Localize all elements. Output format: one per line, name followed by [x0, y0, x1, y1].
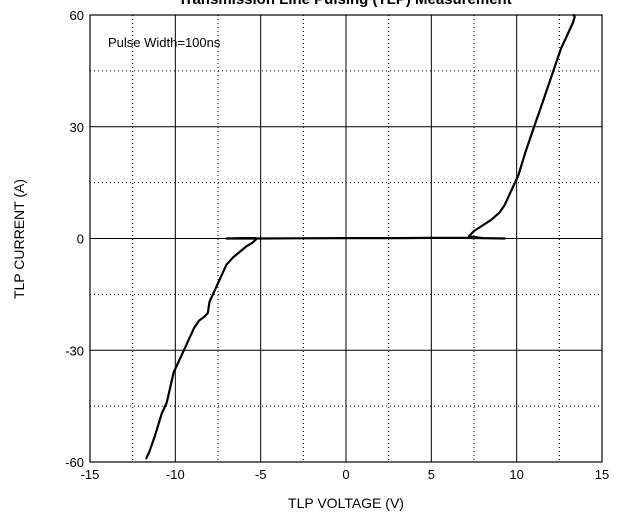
y-tick-label: 30	[70, 120, 84, 135]
y-tick-label: 0	[77, 232, 84, 247]
x-tick-label: 5	[428, 467, 435, 482]
y-tick-label: 60	[70, 8, 84, 23]
y-tick-label: -30	[65, 343, 84, 358]
x-tick-label: -10	[166, 467, 185, 482]
series-line-0	[145, 13, 576, 460]
tick-labels: -15 -10 -5 0 5 10 15 -60 -30 0 30 60	[65, 8, 609, 482]
annotation-pulse-width: Pulse Width=100ns	[108, 35, 221, 50]
x-tick-label: -15	[81, 467, 100, 482]
x-axis-label: TLP VOLTAGE (V)	[288, 495, 404, 511]
y-tick-label: -60	[65, 455, 84, 470]
chart-title: Transmission Line Pulsing (TLP) Measurem…	[178, 0, 511, 8]
x-tick-label: 10	[509, 467, 523, 482]
plot-frame	[89, 14, 603, 463]
y-axis-label: TLP CURRENT (A)	[11, 179, 27, 299]
x-tick-label: 0	[342, 467, 349, 482]
x-tick-label: 15	[595, 467, 609, 482]
x-tick-label: -5	[255, 467, 267, 482]
plot-area	[145, 13, 576, 460]
grid	[90, 15, 602, 462]
